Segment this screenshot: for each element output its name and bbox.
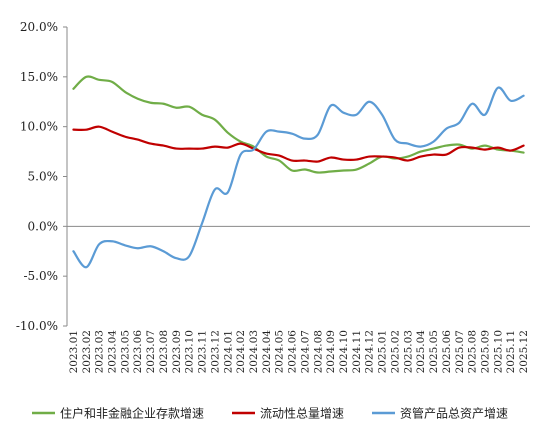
series-line-2	[72, 125, 525, 163]
x-tick-label: 2024.02	[235, 330, 247, 373]
series-layer	[72, 75, 525, 269]
x-tick-label: 2023.06	[132, 330, 144, 374]
x-tick-label: 2025.08	[467, 330, 479, 373]
x-tick-label: 2023.11	[197, 330, 209, 373]
x-tick-label: 2025.03	[402, 330, 414, 373]
x-tick-label: 2023.10	[184, 330, 196, 373]
x-tick-label: 2024.04	[261, 330, 273, 374]
x-tick-label: 2023.03	[94, 330, 106, 373]
y-tick-label: 5.0%	[28, 170, 59, 184]
x-tick-label: 2023.07	[145, 330, 157, 373]
legend: 住户和非金融企业存款增速 流动性总量增速 资管产品总资产增速	[32, 406, 508, 421]
x-tick-label: 2025.11	[505, 330, 517, 373]
legend-label: 流动性总量增速	[260, 407, 344, 421]
x-tick-label: 2025.09	[479, 330, 491, 373]
x-tick-label: 2025.12	[518, 330, 530, 373]
x-tick-label: 2023.04	[107, 330, 119, 374]
x-tick-label: 2025.10	[492, 330, 504, 373]
x-tick-label: 2024.09	[325, 330, 337, 373]
legend-label: 住户和非金融企业存款增速	[60, 406, 204, 421]
x-tick-label: 2023.09	[171, 330, 183, 373]
x-tick-label: 2023.02	[81, 330, 93, 373]
y-axis: -10.0% -5.0% 0.0% 5.0% 10.0% 15.0% 20.0%	[16, 20, 68, 333]
series-line-1	[72, 75, 525, 174]
y-tick-label: 20.0%	[20, 20, 58, 34]
y-tick-label: 15.0%	[20, 70, 58, 84]
x-tick-label: 2024.10	[338, 330, 350, 373]
x-tick-label: 2024.05	[274, 330, 286, 373]
x-tick-label: 2023.08	[158, 330, 170, 373]
x-axis: 2023.01 2023.02 2023.03 2023.04 2023.05 2023.…	[67, 225, 530, 374]
y-tick-label: 10.0%	[20, 120, 58, 134]
y-tick-label: 0.0%	[28, 219, 59, 233]
y-tick-label: -5.0%	[23, 269, 58, 283]
y-tick-label: -10.0%	[16, 319, 58, 333]
x-tick-label: 2024.07	[299, 330, 311, 373]
x-tick-label: 2025.06	[441, 330, 453, 374]
x-tick-label: 2024.06	[287, 330, 299, 374]
x-tick-label: 2025.01	[377, 330, 389, 373]
x-tick-label: 2024.08	[312, 330, 324, 373]
x-tick-label: 2025.02	[389, 330, 401, 373]
x-tick-label: 2023.01	[68, 330, 80, 373]
x-tick-label: 2025.07	[454, 330, 466, 373]
x-tick-label: 2023.12	[209, 330, 221, 373]
x-tick-label: 2024.12	[364, 330, 376, 373]
x-tick-label: 2025.04	[415, 330, 427, 374]
x-tick-label: 2025.05	[428, 330, 440, 373]
x-tick-label: 2024.01	[222, 330, 234, 373]
legend-label: 资管产品总资产增速	[400, 406, 508, 421]
x-tick-label: 2024.03	[248, 330, 260, 373]
x-tick-label: 2024.11	[351, 330, 363, 373]
x-tick-label: 2023.05	[119, 330, 131, 373]
series-line-3	[72, 86, 525, 269]
